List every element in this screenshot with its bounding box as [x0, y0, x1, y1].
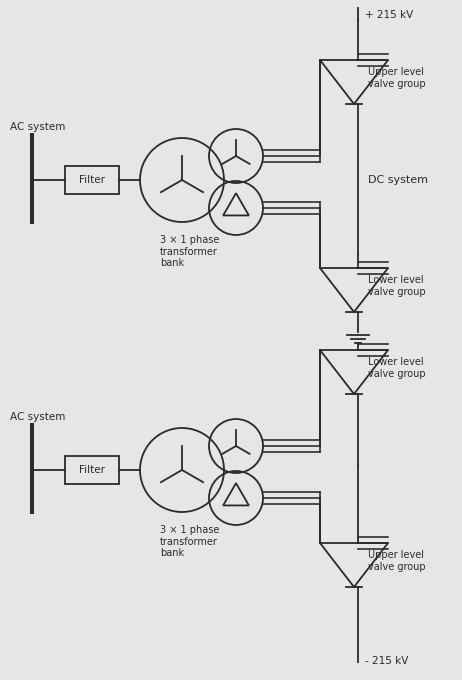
Text: + 215 kV: + 215 kV — [365, 10, 413, 20]
Text: Lower level
valve group: Lower level valve group — [368, 357, 426, 379]
Bar — [65, 456, 119, 484]
Text: - 215 kV: - 215 kV — [365, 656, 408, 666]
Text: Upper level
valve group: Upper level valve group — [368, 67, 426, 89]
Text: 3 × 1 phase
transformer
bank: 3 × 1 phase transformer bank — [160, 235, 219, 268]
Text: DC system: DC system — [368, 175, 428, 185]
Text: Filter: Filter — [79, 175, 105, 185]
Text: Filter: Filter — [79, 465, 105, 475]
Text: Upper level
valve group: Upper level valve group — [368, 550, 426, 572]
Text: AC system: AC system — [10, 122, 66, 132]
Text: Lower level
valve group: Lower level valve group — [368, 275, 426, 296]
Bar — [65, 166, 119, 194]
Text: AC system: AC system — [10, 412, 66, 422]
Text: 3 × 1 phase
transformer
bank: 3 × 1 phase transformer bank — [160, 525, 219, 558]
